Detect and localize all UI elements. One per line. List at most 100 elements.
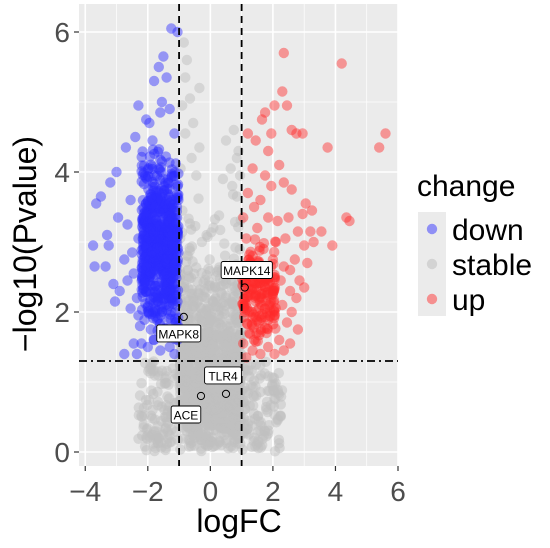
data-point [161,239,172,250]
data-point [159,254,170,265]
data-point [138,264,149,275]
data-point [180,128,191,139]
data-point [160,222,171,233]
data-point [141,286,152,298]
data-point [246,319,258,331]
data-point [147,306,159,317]
data-point [153,144,165,155]
data-point [145,159,157,170]
data-point [268,286,279,297]
data-point [286,306,297,318]
data-point [380,128,391,139]
data-point [149,191,161,202]
data-point [167,240,179,251]
data-point [138,247,149,258]
data-point [155,287,167,298]
data-point [158,51,169,62]
data-point [143,254,155,265]
data-point [244,306,255,317]
data-point [148,197,159,208]
data-point [167,264,178,275]
data-point [261,323,273,334]
data-point [153,277,165,288]
data-point [137,244,149,255]
data-point [152,242,163,254]
data-point [142,196,153,207]
data-point [256,288,267,299]
data-point [163,313,174,324]
legend-title: change [417,170,515,203]
data-point [163,251,174,262]
data-point [163,208,174,219]
data-point [227,180,238,192]
data-point [167,239,178,251]
data-point [136,245,147,256]
data-point [165,252,176,264]
data-point [163,293,175,304]
data-point [119,254,130,265]
data-point [169,265,180,276]
data-point [160,236,171,247]
data-point [140,198,152,209]
data-point [137,265,148,276]
data-point [161,283,172,295]
data-point [241,304,252,315]
data-point [149,228,160,239]
data-point [172,228,183,240]
data-point [155,162,167,173]
data-point [158,216,169,228]
data-point [142,270,153,281]
data-point [172,26,183,38]
data-point [151,251,163,262]
gene-marker [221,389,231,398]
data-point [244,327,255,339]
data-point [241,233,252,244]
data-point [158,235,170,246]
data-point [165,313,176,325]
data-point [160,236,171,247]
data-point [160,274,172,285]
data-point [150,192,161,203]
data-point [141,286,152,297]
data-point [244,249,255,260]
data-point [297,208,308,220]
data-point [161,227,172,238]
data-point [161,228,172,240]
data-point [152,207,163,218]
data-point [152,258,164,269]
data-point [217,354,228,365]
data-point [162,202,174,213]
data-point [263,341,274,353]
data-point [164,198,175,209]
data-point [168,231,180,242]
data-point [160,204,171,215]
data-point [161,279,173,290]
data-point [241,352,252,363]
data-point [151,186,162,197]
data-point [141,218,152,229]
data-point [122,219,133,230]
data-point [170,213,181,224]
data-point [263,212,274,223]
data-point [245,246,256,257]
data-point [157,221,169,232]
data-point [150,306,161,317]
data-point [172,285,184,296]
data-point [220,135,232,146]
data-point [157,267,169,279]
data-point [142,247,153,258]
data-point [131,348,143,360]
data-point [150,218,161,230]
data-point [145,294,156,305]
data-point [127,247,138,258]
data-point [166,292,178,303]
data-point [138,242,150,253]
data-point [139,250,151,262]
data-point [137,279,148,291]
gene-label-box [170,405,202,424]
data-point [241,287,253,299]
data-point [234,330,246,341]
data-point [154,164,165,176]
data-point [158,244,169,255]
data-point [147,281,158,292]
